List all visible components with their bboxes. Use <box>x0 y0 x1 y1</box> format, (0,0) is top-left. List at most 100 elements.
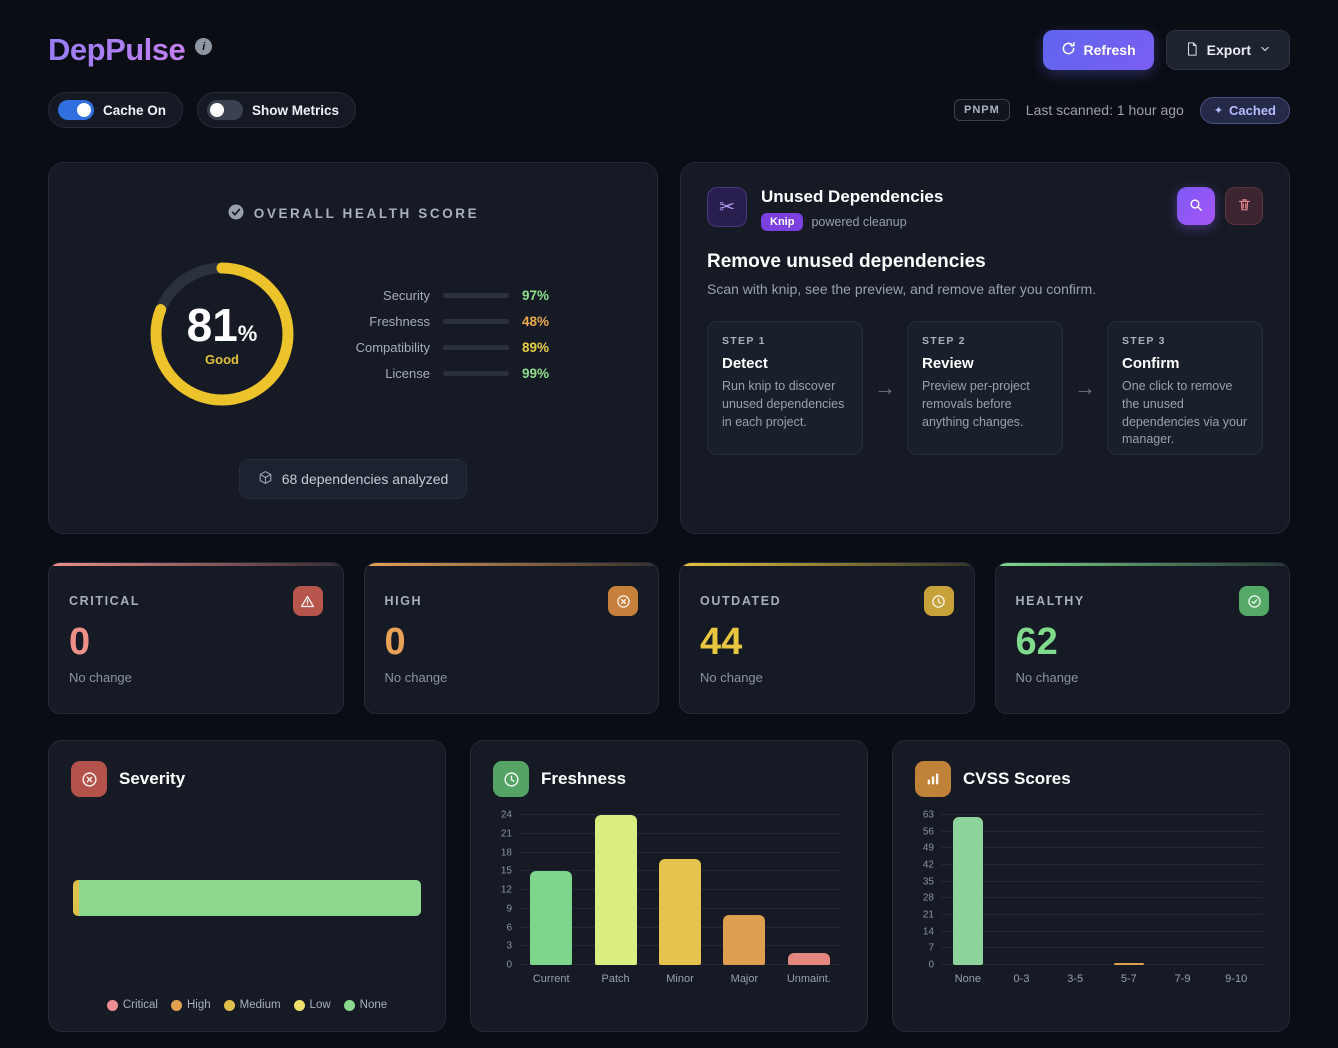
step-card-confirm: STEP 3 Confirm One click to remove the u… <box>1107 321 1263 455</box>
x-axis-labels: None 0-3 3-5 5-7 7-9 9-10 <box>941 973 1263 985</box>
app-logo: DepPulse <box>48 32 186 67</box>
chart-bar-minor <box>659 858 702 965</box>
health-title-text: OVERALL HEALTH SCORE <box>253 206 480 221</box>
metrics-switch-off[interactable] <box>207 100 244 120</box>
step-kicker: STEP 1 <box>722 335 766 347</box>
x-axis-label: Current <box>532 973 570 985</box>
toggles: Cache On Show Metrics <box>48 92 357 128</box>
x-axis-label: 3-5 <box>1067 973 1084 985</box>
x-axis-label: Unmaint. <box>786 973 831 985</box>
info-icon[interactable]: i <box>195 38 213 55</box>
stat-label: HIGH <box>384 594 423 608</box>
cvss-chart: 0 7 14 21 28 35 42 49 56 63 None 0-3 3-5 5-7 7-9 9-10 <box>915 809 1267 985</box>
legend-item: Critical <box>106 999 158 1011</box>
step-title: Review <box>922 355 974 372</box>
chart-title: Freshness <box>541 769 627 788</box>
x-axis-label: Patch <box>601 973 630 985</box>
unused-header: ✂ Unused Dependencies Knip powered clean… <box>707 187 1263 231</box>
x-axis-label: 5-7 <box>1120 973 1137 985</box>
metric-value: 99% <box>522 365 550 381</box>
metric-label: Freshness <box>369 313 430 329</box>
metric-label: Security <box>383 287 430 303</box>
legend-dot <box>293 999 305 1011</box>
arrow-right-icon: → <box>874 375 896 400</box>
badge-row: Knip powered cleanup <box>761 213 943 231</box>
scissors-icon: ✂ <box>707 187 747 227</box>
chart-bar-5-7 <box>1113 962 1144 965</box>
metric-label: Compatibility <box>355 339 430 355</box>
legend-label: Low <box>309 999 331 1011</box>
refresh-label: Refresh <box>1083 42 1136 58</box>
step-description: Preview per-project removals before anyt… <box>922 379 1030 429</box>
metric-row: Freshness 48% <box>342 314 562 329</box>
legend-label: Medium <box>239 999 281 1011</box>
cached-badge[interactable]: ✦ Cached <box>1199 96 1290 124</box>
cache-toggle[interactable]: Cache On <box>48 92 184 128</box>
unused-titles: Unused Dependencies Knip powered cleanup <box>761 187 943 231</box>
cache-switch-on[interactable] <box>58 100 94 120</box>
x-axis-label: 0-3 <box>1013 973 1030 985</box>
bar-segment-medium <box>73 880 79 916</box>
unused-description: Scan with knip, see the preview, and rem… <box>707 281 1097 297</box>
stat-cards: CRITICAL 0 No change HIGH 0 No change <box>48 562 1290 714</box>
legend-dot <box>170 999 182 1011</box>
accent-line <box>49 563 343 566</box>
stat-label: CRITICAL <box>69 594 141 608</box>
export-button[interactable]: Export <box>1165 30 1290 70</box>
file-icon <box>1185 41 1199 60</box>
chart-bar-none <box>952 817 983 965</box>
switch-knob <box>210 103 225 117</box>
x-axis-label: Major <box>730 973 759 985</box>
metric-bar <box>443 344 509 350</box>
legend-dot <box>343 999 355 1011</box>
search-icon <box>1188 197 1204 216</box>
legend-dot <box>223 999 235 1011</box>
chart-bar-patch <box>594 815 637 965</box>
legend-label: None <box>359 999 388 1011</box>
health-ring: 81% Good <box>144 256 300 412</box>
step-kicker: STEP 3 <box>1122 335 1166 347</box>
delete-button[interactable] <box>1225 187 1263 225</box>
stat-card-healthy: HEALTHY 62 No change <box>994 562 1290 714</box>
bar-segment-none <box>78 880 421 916</box>
accent-line <box>680 563 974 566</box>
chart-bar-unmaint- <box>787 952 830 965</box>
plot-area <box>941 814 1263 965</box>
metric-row: Compatibility 89% <box>342 340 562 355</box>
stat-change: No change <box>1015 669 1079 685</box>
health-body: 81% Good Security 97% Freshness 48% <box>144 256 562 412</box>
x-axis-label: 9-10 <box>1225 973 1248 985</box>
stat-value: 44 <box>700 621 743 663</box>
header: DepPulse i Refresh Export <box>48 30 1290 70</box>
health-metrics: Security 97% Freshness 48% Compatibility… <box>342 288 562 381</box>
bar-chart-icon <box>915 761 951 797</box>
stat-change: No change <box>69 669 132 685</box>
scan-button[interactable] <box>1177 187 1215 225</box>
legend-label: Critical <box>122 999 158 1011</box>
x-axis-labels: Current Patch Minor Major Unmaint. <box>519 973 841 985</box>
stat-label: HEALTHY <box>1015 594 1085 608</box>
severity-legend: Critical High Medium Low None <box>71 999 423 1015</box>
step-card-detect: STEP 1 Detect Run knip to discover unuse… <box>707 321 863 455</box>
chart-bar-major <box>723 915 766 965</box>
unused-actions <box>1177 187 1263 225</box>
y-axis: 0 7 14 21 28 35 42 49 56 63 <box>922 809 934 971</box>
stat-card-critical: CRITICAL 0 No change <box>48 562 344 714</box>
stat-label: OUTDATED <box>700 594 782 608</box>
step-kicker: STEP 2 <box>922 335 966 347</box>
legend-item: None <box>343 999 388 1011</box>
export-label: Export <box>1206 42 1251 58</box>
check-circle-icon <box>227 203 245 224</box>
legend-item: Low <box>293 999 331 1011</box>
refresh-button[interactable]: Refresh <box>1042 30 1154 70</box>
metric-value: 97% <box>522 287 550 303</box>
arrow-right-icon: → <box>1074 375 1096 400</box>
severity-chart-card: Severity Critical High Medium Low None <box>48 740 446 1032</box>
metric-value: 89% <box>522 339 550 355</box>
cache-toggle-label: Cache On <box>103 102 167 118</box>
chart-title: Severity <box>119 769 186 788</box>
show-metrics-toggle[interactable]: Show Metrics <box>197 92 357 128</box>
legend-item: High <box>170 999 211 1011</box>
metric-value: 48% <box>522 313 550 329</box>
dependencies-analyzed-pill: 68 dependencies analyzed <box>238 459 468 499</box>
